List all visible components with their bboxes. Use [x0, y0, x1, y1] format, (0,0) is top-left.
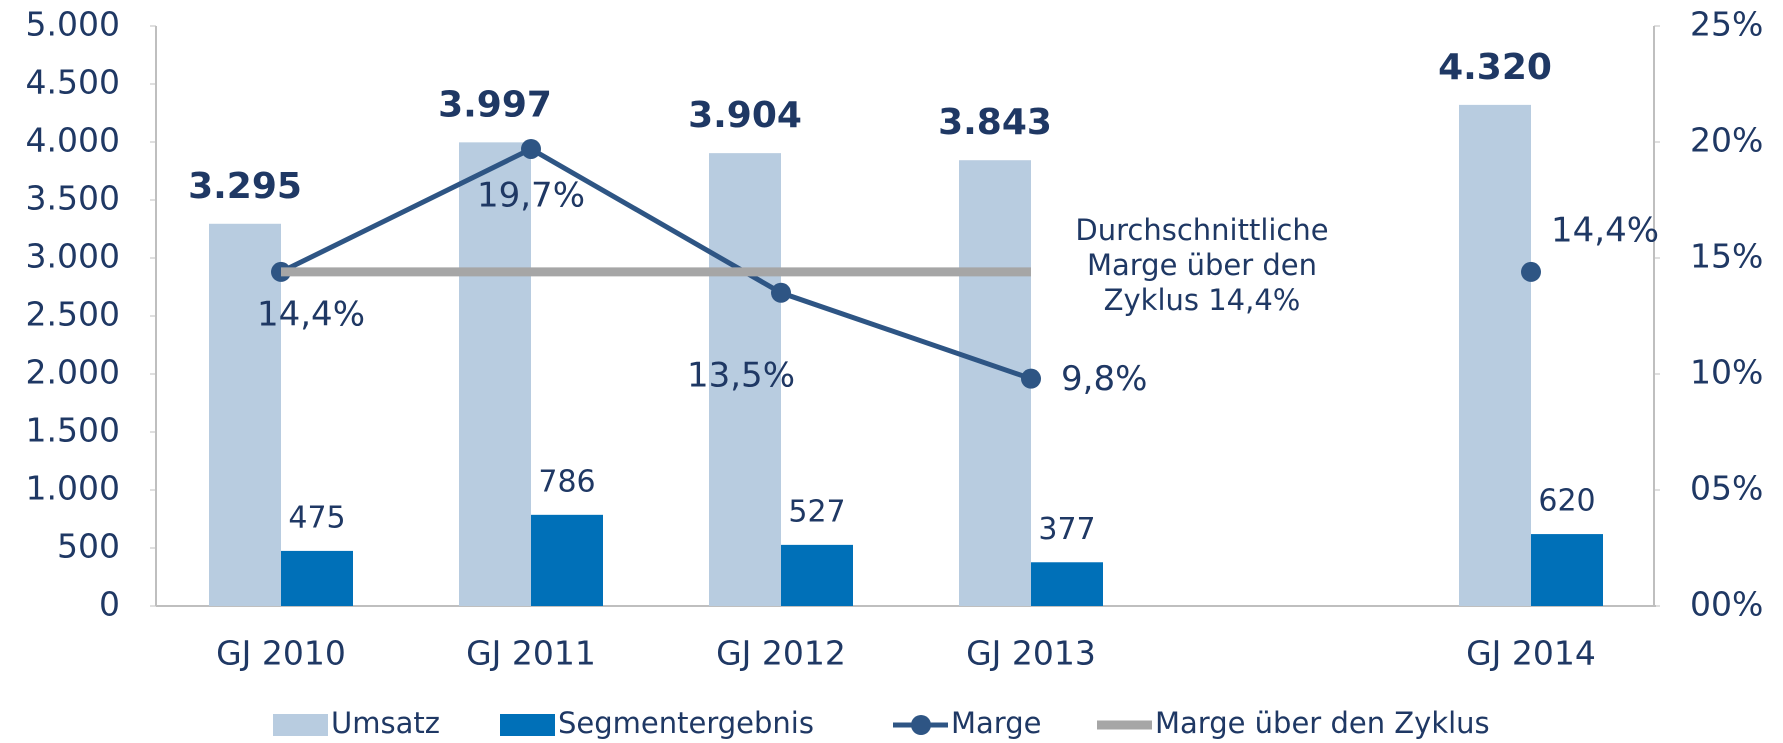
bar	[209, 223, 281, 606]
bar	[959, 160, 1031, 606]
bar	[781, 544, 853, 606]
legend-label: Marge	[951, 706, 1041, 740]
line-marker	[1021, 368, 1041, 389]
segment-value-label: 786	[538, 464, 595, 499]
line-marker	[771, 282, 791, 303]
x-tick-label: GJ 2014	[1466, 634, 1596, 673]
y-tick-label: 0	[99, 585, 120, 624]
legend-swatch	[273, 714, 328, 736]
y2-tick-label: 25%	[1690, 5, 1763, 44]
line	[279, 146, 1032, 382]
x-tick-label: GJ 2010	[216, 634, 346, 673]
bar	[531, 514, 603, 606]
segment-value-label: 620	[1538, 484, 1595, 519]
y2-tick-label: 15%	[1690, 237, 1763, 276]
bar-value-label: 3.997	[438, 84, 552, 125]
bar-value-label: 3.295	[188, 166, 302, 207]
line-value-label: 14,4%	[257, 294, 365, 334]
y2-tick-label: 20%	[1690, 121, 1763, 160]
y-tick-label: 3.500	[26, 179, 120, 218]
line-value-label: 19,7%	[477, 175, 585, 215]
legend-label: Segmentergebnis	[558, 706, 814, 740]
y-tick-label: 2.000	[26, 353, 120, 392]
line-value-label: 14,4%	[1551, 210, 1659, 250]
y-tick-label: 1.500	[26, 411, 120, 450]
segment-value-label: 527	[788, 494, 845, 529]
bar	[709, 153, 781, 607]
x-tick-label: GJ 2013	[966, 634, 1096, 673]
line-marker	[1521, 261, 1541, 282]
y-tick-label: 5.000	[26, 5, 120, 44]
y-tick-label: 3.000	[26, 237, 120, 276]
legend-label: Marge über den Zyklus	[1155, 706, 1490, 740]
x-tick-label: GJ 2011	[466, 634, 596, 673]
line-value-label: 9,8%	[1061, 359, 1147, 399]
y2-tick-label: 10%	[1690, 353, 1763, 392]
line-marker	[521, 138, 541, 159]
annotation: Marge über den	[1087, 248, 1317, 282]
y-tick-label: 500	[57, 527, 120, 566]
bar	[1531, 534, 1603, 606]
y2-tick-label: 00%	[1690, 585, 1763, 624]
y-tick-label: 4.000	[26, 121, 120, 160]
bar	[459, 142, 531, 606]
legend-label: Umsatz	[331, 706, 440, 740]
bar	[1459, 104, 1531, 606]
bar-value-label: 3.904	[688, 95, 802, 136]
segment-value-label: 377	[1038, 512, 1095, 547]
legend-swatch	[500, 714, 555, 736]
y-tick-label: 2.500	[26, 295, 120, 334]
y2-tick-label: 05%	[1690, 469, 1763, 508]
bar-value-label: 4.320	[1438, 47, 1552, 88]
segment-value-label: 475	[288, 500, 345, 535]
line-value-label: 13,5%	[687, 355, 795, 395]
bar	[1031, 562, 1103, 606]
y-tick-label: 1.000	[26, 469, 120, 508]
legend-swatch	[911, 715, 931, 735]
bar-value-label: 3.843	[938, 102, 1052, 143]
annotation: Durchschnittliche	[1075, 213, 1328, 247]
annotation: Zyklus 14,4%	[1104, 283, 1301, 317]
x-tick-label: GJ 2012	[716, 634, 846, 673]
y-tick-label: 4.500	[26, 63, 120, 102]
bar	[281, 550, 353, 606]
